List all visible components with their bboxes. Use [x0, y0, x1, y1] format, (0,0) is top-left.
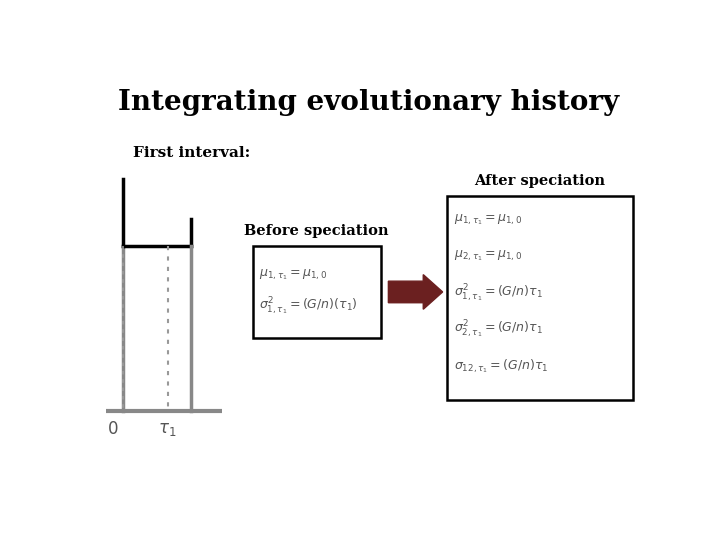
FancyArrow shape — [388, 275, 443, 309]
FancyBboxPatch shape — [253, 246, 381, 338]
Text: $0$: $0$ — [107, 421, 119, 437]
Text: $\mu_{1,\tau_1} = \mu_{1,0}$: $\mu_{1,\tau_1} = \mu_{1,0}$ — [454, 213, 523, 227]
Text: $\mu_{2,\tau_1} = \mu_{1,0}$: $\mu_{2,\tau_1} = \mu_{1,0}$ — [454, 248, 523, 262]
Text: First interval:: First interval: — [132, 146, 250, 160]
Text: $\sigma^2_{1,\tau_1} = (G/n)(\tau_1)$: $\sigma^2_{1,\tau_1} = (G/n)(\tau_1)$ — [259, 296, 358, 318]
Text: $\mu_{1,\tau_1} = \mu_{1,0}$: $\mu_{1,\tau_1} = \mu_{1,0}$ — [259, 267, 327, 282]
Text: $\tau_1$: $\tau_1$ — [158, 421, 176, 437]
Text: $\sigma_{12,\tau_1} = (G/n)\tau_1$: $\sigma_{12,\tau_1} = (G/n)\tau_1$ — [454, 357, 549, 375]
FancyBboxPatch shape — [446, 195, 632, 400]
Text: Before speciation: Before speciation — [244, 224, 389, 238]
Text: $\sigma^2_{1,\tau_1} = (G/n)\tau_1$: $\sigma^2_{1,\tau_1} = (G/n)\tau_1$ — [454, 282, 543, 303]
Text: $\sigma^2_{2,\tau_1} = (G/n)\tau_1$: $\sigma^2_{2,\tau_1} = (G/n)\tau_1$ — [454, 319, 543, 341]
Text: After speciation: After speciation — [474, 174, 605, 188]
Text: Integrating evolutionary history: Integrating evolutionary history — [118, 90, 620, 117]
